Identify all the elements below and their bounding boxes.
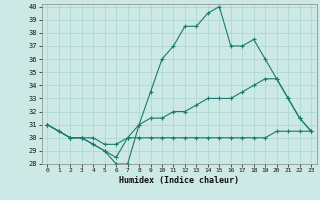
X-axis label: Humidex (Indice chaleur): Humidex (Indice chaleur) [119, 176, 239, 185]
